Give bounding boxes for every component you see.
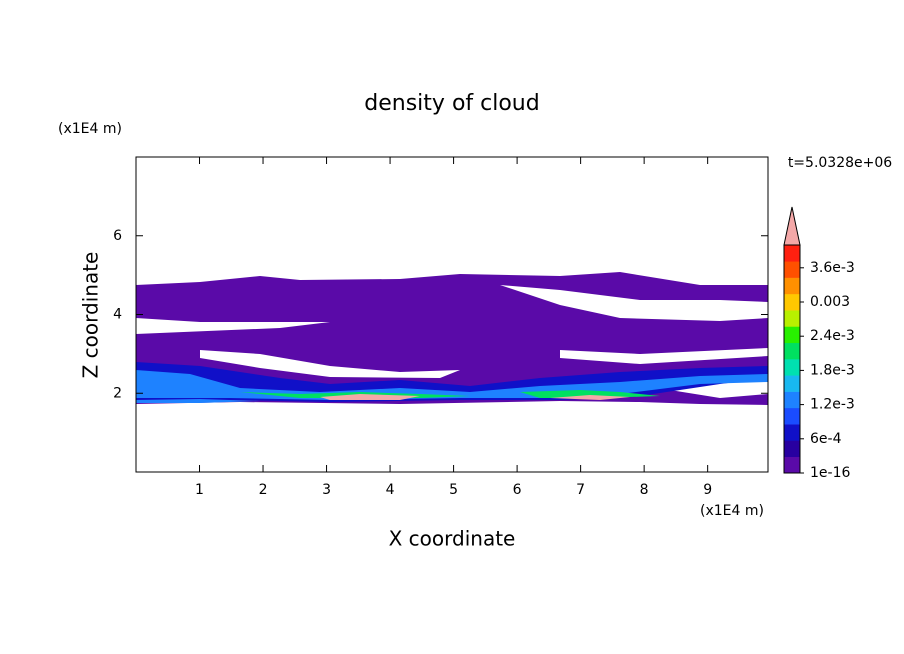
y-tick-label: 4 — [113, 307, 122, 323]
y-tick-label: 6 — [113, 228, 122, 244]
colorbar-band — [784, 261, 800, 278]
x-tick-label: 2 — [259, 482, 268, 498]
colorbar-band — [784, 310, 800, 327]
contour-fill — [136, 399, 260, 403]
colorbar-frame — [783, 244, 801, 474]
colorbar-band — [784, 342, 800, 360]
colorbar-band — [784, 456, 800, 474]
x-tick-label: 9 — [703, 482, 712, 498]
x-axis-title: X coordinate — [389, 527, 516, 551]
contour-gap — [200, 350, 460, 378]
x-unit: (x1E4 m) — [700, 503, 764, 519]
x-tick-label: 4 — [386, 482, 395, 498]
colorbar-tick-label: 0.003 — [810, 294, 850, 310]
colorbar-band — [784, 245, 800, 262]
colorbar-tick-label: 1.2e-3 — [810, 397, 855, 413]
colorbar-band — [784, 277, 800, 295]
contour-gap — [500, 285, 768, 321]
colorbar-tick-label: 6e-4 — [810, 431, 842, 447]
chart-title: density of cloud — [364, 91, 539, 116]
x-tick-label: 7 — [576, 482, 585, 498]
colorbar-band — [784, 375, 800, 392]
colorbar-band — [784, 326, 800, 344]
x-tick-label: 3 — [322, 482, 331, 498]
colorbar-tick-label: 1e-16 — [810, 465, 850, 481]
x-tick-label: 6 — [513, 482, 522, 498]
y-axis-title: Z coordinate — [79, 252, 103, 379]
time-label: t=5.0328e+06 — [788, 155, 892, 171]
contour-gap — [136, 318, 330, 334]
contour-fill — [550, 395, 630, 400]
x-tick-label: 5 — [449, 482, 458, 498]
contour-fill — [520, 390, 660, 398]
colorbar-band — [784, 359, 800, 376]
colorbar-band — [784, 440, 800, 458]
contour-field — [136, 272, 768, 405]
contour-gap — [560, 348, 768, 364]
x-tick-label: 1 — [195, 482, 204, 498]
colorbar-band — [784, 407, 800, 425]
y-unit: (x1E4 m) — [58, 121, 122, 137]
colorbar-tick-label: 2.4e-3 — [810, 328, 855, 344]
contour-fill — [320, 394, 420, 400]
colorbar-band — [784, 424, 800, 441]
x-tick-label: 8 — [640, 482, 649, 498]
colorbar-band — [784, 293, 800, 311]
colorbar-tick-label: 3.6e-3 — [810, 260, 855, 276]
colorbar-tick-label: 1.8e-3 — [810, 362, 855, 378]
colorbar-band — [784, 391, 800, 409]
colorbar-extend — [783, 206, 801, 246]
y-tick-label: 2 — [113, 385, 122, 401]
